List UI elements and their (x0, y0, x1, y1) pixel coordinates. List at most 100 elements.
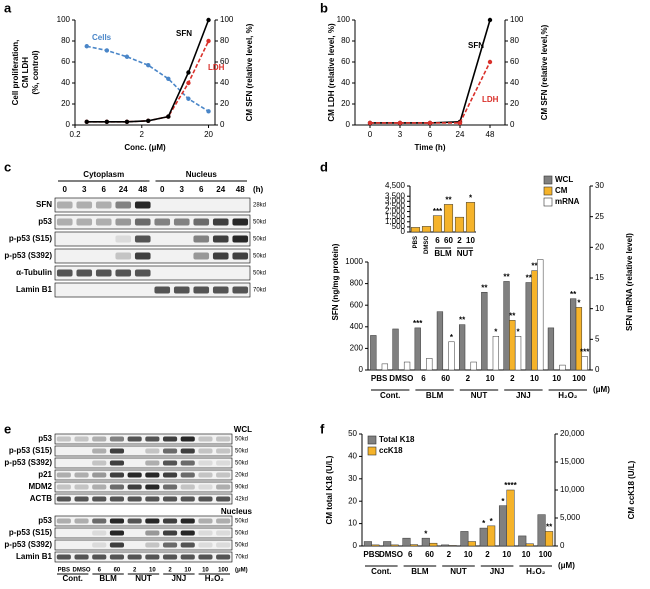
blot-band (180, 518, 195, 524)
blot-band (216, 436, 231, 442)
blot-band (180, 448, 195, 454)
blot-band (109, 530, 125, 536)
blot-strip (54, 551, 233, 563)
blot-strip (54, 197, 251, 213)
panel-label: b (320, 0, 328, 15)
marker (104, 48, 110, 53)
lane-label: 2 (133, 568, 137, 574)
bar (575, 307, 583, 371)
row-label: p-p53 (S15) (9, 528, 52, 537)
bar (559, 364, 566, 371)
x-tick-label: 3 (398, 130, 403, 139)
axis-title: CM SFN (relative level, %) (245, 23, 254, 121)
panel-label: d (320, 159, 328, 174)
tick-label: 0 (560, 541, 565, 550)
blot-band (162, 530, 178, 536)
legend-swatch (543, 186, 553, 196)
x-tick-label: 60 (441, 374, 450, 383)
tick-label: 20 (348, 496, 357, 505)
significance: * (424, 529, 428, 538)
blot-band (180, 436, 195, 442)
blot-band (109, 460, 125, 466)
size-label: 50kd (253, 237, 266, 243)
bar (390, 544, 399, 547)
tick-label: 30 (348, 474, 357, 483)
blot-band (232, 218, 249, 226)
blot-band (56, 218, 73, 226)
x-tick-label: 20 (204, 130, 213, 139)
axis (354, 20, 506, 126)
legend-label: ccK18 (379, 446, 403, 455)
tick-label: 80 (220, 36, 229, 45)
blot-band (193, 286, 210, 294)
blot-band (198, 518, 213, 524)
blot-band (127, 518, 142, 524)
group-label: Cont. (371, 567, 391, 576)
blot-band (232, 286, 249, 294)
x-tick-label: 60 (444, 236, 453, 245)
bar (514, 336, 522, 371)
group-label: NUT (135, 574, 152, 583)
marker (104, 119, 110, 125)
blot-band (76, 269, 93, 277)
blot-band (92, 496, 107, 502)
marker (367, 120, 373, 126)
tick-label: 10 (348, 519, 357, 528)
tick-label: 40 (61, 78, 70, 87)
blot-band (134, 235, 151, 243)
blot-band (127, 472, 142, 478)
blot-band (198, 496, 213, 502)
bar (525, 282, 532, 371)
significance: ** (481, 283, 488, 292)
blot-band (145, 554, 160, 560)
blot-band (92, 518, 107, 524)
legend-swatch (543, 197, 553, 207)
blot-band (212, 252, 229, 260)
x-tick-label: 6 (408, 550, 413, 559)
marker (206, 109, 211, 114)
bar (525, 543, 534, 547)
tick-label: 100 (220, 15, 234, 24)
significance: ** (445, 196, 452, 205)
blot-band (109, 436, 125, 442)
blot-band (74, 496, 89, 502)
size-label: 50kd (253, 254, 266, 260)
blot-band (74, 484, 89, 490)
blot-strip (54, 433, 233, 445)
blot-band (56, 518, 71, 524)
blot-band (216, 554, 231, 560)
axis-title: Cell proliferation, (11, 40, 20, 106)
bar (454, 216, 465, 233)
lane-label: 60 (114, 568, 121, 574)
group-label: NUT (457, 249, 474, 258)
x-tick-label: 10 (466, 236, 475, 245)
tick-label: 15 (595, 273, 604, 282)
marker (186, 70, 191, 75)
blot-strip (54, 248, 251, 264)
bar (503, 281, 510, 371)
tick-label: 20 (341, 99, 350, 108)
row-label: p-p53 (S15) (9, 446, 52, 455)
blot-band (109, 472, 125, 478)
significance: ** (546, 523, 553, 532)
significance: * (490, 517, 494, 526)
tick-label: 0 (359, 365, 364, 374)
blot-strip (54, 445, 233, 457)
axis-title: Conc. (μM) (124, 143, 166, 152)
bar (581, 356, 588, 371)
x-tick-label: 2 (466, 374, 471, 383)
tick-label: 20 (595, 242, 604, 251)
row-label: SFN (36, 200, 52, 209)
tick-label: 100 (337, 15, 351, 24)
legend-swatch (367, 446, 377, 456)
tick-label: 20 (220, 99, 229, 108)
blot-band (56, 436, 71, 442)
lane-label: 10 (202, 568, 209, 574)
blot-band (180, 484, 195, 490)
panel-label: a (4, 0, 12, 15)
blot-band (134, 201, 151, 209)
size-label: 50kd (235, 437, 248, 443)
blot-band (127, 496, 142, 502)
bar (381, 363, 389, 371)
x-tick-label: 10 (502, 550, 511, 559)
